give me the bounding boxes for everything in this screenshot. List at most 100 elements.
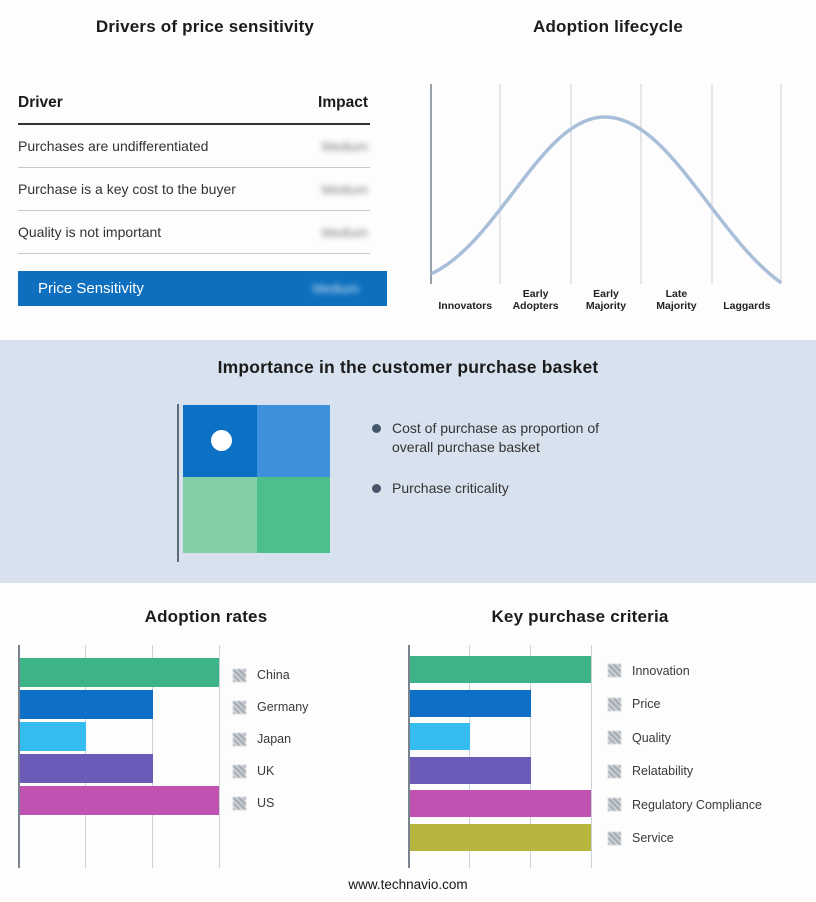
legend-item: China: [233, 659, 308, 691]
bar-innovation: [410, 656, 591, 683]
impact-value-redacted: Medium: [321, 224, 368, 240]
bell-curve: [431, 115, 782, 284]
column-driver: Driver: [18, 94, 63, 111]
legend-item: Relatability: [608, 755, 762, 789]
adoption-rates-title: Adoption rates: [144, 607, 268, 626]
legend-item: Innovation: [608, 654, 762, 688]
drivers-table-header: Driver Impact: [18, 88, 370, 125]
stage-label-early-majority: Early Majority: [585, 287, 627, 313]
legend-item: US: [233, 787, 308, 819]
legend-item: Germany: [233, 691, 308, 723]
legend-marker-redacted: [608, 764, 621, 778]
legend-marker-redacted: [233, 732, 246, 746]
quadrant-top-left: [183, 405, 257, 477]
table-row: Purchase is a key cost to the buyer Medi…: [18, 168, 370, 211]
summary-impact-redacted: Medium: [312, 281, 359, 296]
y-axis: [18, 645, 20, 868]
bar-uk: [20, 754, 153, 783]
bar-quality: [410, 723, 471, 750]
bar-us: [20, 786, 219, 815]
quadrant-bottom-left: [183, 477, 257, 553]
footer-url: www.technavio.com: [348, 877, 468, 892]
legend-label: Innovation: [632, 663, 690, 678]
basket-panel-title: Importance in the customer purchase bask…: [217, 357, 599, 377]
adoption-rates-chart: [18, 645, 220, 868]
legend-marker-redacted: [233, 668, 246, 682]
legend-item: Service: [608, 822, 762, 856]
bar-relatability: [410, 756, 531, 784]
legend-marker-redacted: [608, 798, 621, 812]
legend-label: Service: [632, 831, 674, 846]
legend-item: UK: [233, 755, 308, 787]
bullet-icon: [372, 424, 381, 433]
lifecycle-panel-title: Adoption lifecycle: [532, 17, 683, 36]
legend-item: Japan: [233, 723, 308, 755]
bullet-text: Purchase criticality: [392, 480, 509, 496]
criteria-bars: [410, 656, 591, 857]
quadrant-bottom-right: [257, 477, 330, 553]
legend-marker-redacted: [608, 664, 621, 678]
stage-label-innovators: Innovators: [438, 300, 493, 313]
gridline: [219, 645, 220, 868]
key-purchase-criteria-title: Key purchase criteria: [491, 607, 669, 626]
legend-item: Regulatory Compliance: [608, 788, 762, 822]
drivers-table: Driver Impact Purchases are undifferenti…: [18, 88, 370, 254]
gridline: [591, 645, 592, 868]
legend-marker-redacted: [608, 697, 621, 711]
driver-text: Quality is not important: [18, 224, 162, 240]
lifecycle-curve-chart: [430, 84, 782, 284]
legend-marker-redacted: [233, 700, 246, 714]
position-dot: [211, 430, 232, 451]
drivers-panel-title: Drivers of price sensitivity: [95, 17, 315, 36]
bar-japan: [20, 722, 87, 751]
quadrant-top-right: [257, 405, 330, 477]
bar-service: [410, 823, 591, 851]
legend-label: Germany: [257, 700, 309, 714]
bar-price: [410, 689, 531, 717]
legend-label: UK: [257, 764, 275, 778]
stage-label-early-adopters: Early Adopters: [512, 287, 559, 313]
legend-label: China: [257, 668, 290, 682]
bullet-icon: [372, 484, 381, 493]
legend-marker-redacted: [233, 796, 246, 810]
driver-text: Purchase is a key cost to the buyer: [18, 181, 236, 197]
legend-item: Quality: [608, 721, 762, 755]
legend-marker-redacted: [608, 731, 621, 745]
legend-marker-redacted: [608, 831, 621, 845]
stage-label-late-majority: Late Majority: [656, 287, 697, 313]
legend-label: US: [257, 796, 275, 810]
bar-germany: [20, 690, 153, 719]
bullet-text: Cost of purchase as proportion of overal…: [392, 420, 600, 455]
stage-label-laggards: Laggards: [723, 300, 771, 313]
matrix-axis-line: [177, 404, 179, 562]
legend-marker-redacted: [233, 764, 246, 778]
bar-china: [20, 658, 219, 687]
key-purchase-criteria-chart: [408, 645, 592, 868]
middle-band-background: [0, 340, 816, 583]
column-impact: Impact: [318, 94, 368, 111]
driver-text: Purchases are undifferentiated: [18, 138, 209, 154]
legend-label: Regulatory Compliance: [632, 797, 762, 812]
bullet-item: Cost of purchase as proportion of overal…: [372, 419, 652, 457]
lifecycle-stage-labels: Innovators Early Adopters Early Majority…: [430, 287, 782, 313]
impact-value-redacted: Medium: [321, 138, 368, 154]
basket-bullet-list: Cost of purchase as proportion of overal…: [372, 419, 652, 520]
table-row: Purchases are undifferentiated Medium: [18, 125, 370, 168]
price-sensitivity-summary-bar: Price Sensitivity Medium: [18, 271, 387, 306]
legend-item: Price: [608, 688, 762, 722]
legend-label: Japan: [257, 732, 292, 746]
legend-label: Quality: [632, 730, 671, 745]
y-axis: [408, 645, 410, 868]
bar-regulatory-compliance: [410, 790, 591, 817]
legend-label: Relatability: [632, 764, 694, 779]
summary-label: Price Sensitivity: [38, 280, 144, 297]
purchase-basket-matrix: [183, 405, 330, 553]
criteria-legend: Innovation Price Quality Relatability Re…: [608, 654, 762, 855]
legend-label: Price: [632, 697, 661, 712]
bullet-item: Purchase criticality: [372, 479, 652, 498]
adoption-bars: [20, 658, 219, 818]
impact-value-redacted: Medium: [321, 181, 368, 197]
adoption-legend: China Germany Japan UK US: [233, 659, 308, 819]
table-row: Quality is not important Medium: [18, 211, 370, 254]
